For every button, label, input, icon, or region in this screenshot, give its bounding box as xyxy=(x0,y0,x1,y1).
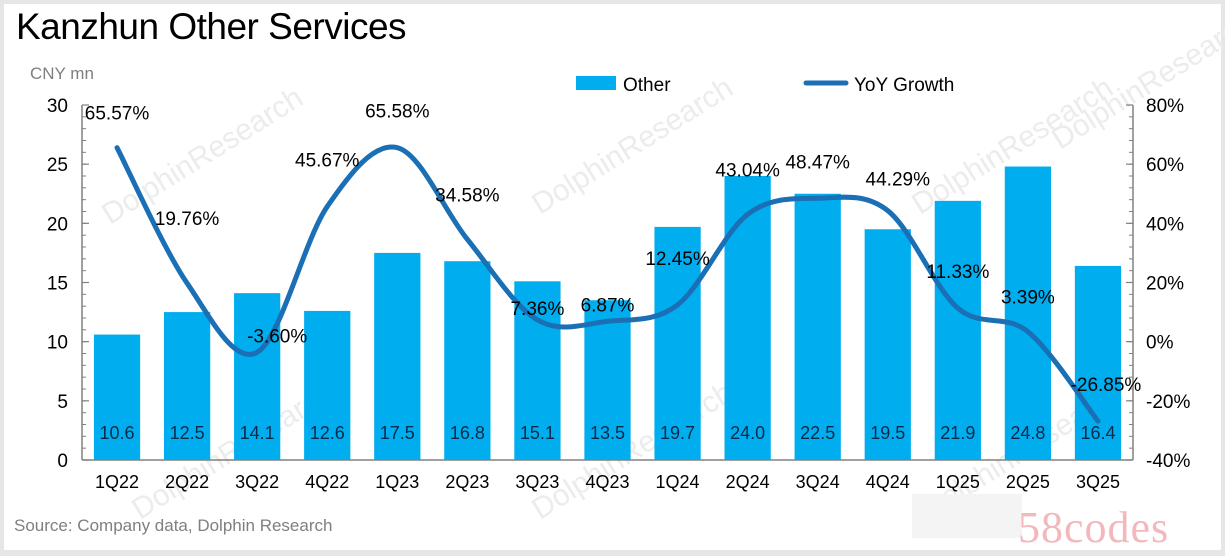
bar-labels-layer: 10.6 12.5 14.1 12.6 17.5 16.8 15.1 13.5 19.7 24.0… xyxy=(100,423,1116,443)
yoy-value-label: 19.76% xyxy=(155,209,220,230)
bar-value-label: 24.0 xyxy=(730,423,765,443)
x-tick-label: 2Q22 xyxy=(165,472,209,492)
yoy-value-label: 44.29% xyxy=(866,170,931,191)
yoy-value-label: -3.60% xyxy=(247,326,307,347)
y-tick-label: 20 xyxy=(47,214,68,235)
x-tick-label: 3Q22 xyxy=(235,472,279,492)
y-tick-label: 30 xyxy=(47,96,68,117)
bar-value-label: 10.6 xyxy=(100,423,135,443)
y2-tick-label: 80% xyxy=(1146,96,1184,117)
unit-label: CNY mn xyxy=(30,64,94,83)
yoy-value-label: 48.47% xyxy=(785,152,850,173)
x-tick-label: 2Q25 xyxy=(1006,472,1050,492)
axes-layer: 0 5 10 15 20 25 30 -40% -20% 0% 20% 40% 60% 80% 1Q22 2Q… xyxy=(47,96,1191,492)
bar-3Q24 xyxy=(794,193,841,460)
source-note: Source: Company data, Dolphin Research xyxy=(14,516,333,535)
y-tick-label: 15 xyxy=(47,274,68,295)
y2-tick-label: 20% xyxy=(1146,274,1184,295)
x-tick-label: 1Q24 xyxy=(656,472,700,492)
bar-value-label: 13.5 xyxy=(590,423,625,443)
x-tick-label: 3Q25 xyxy=(1076,472,1120,492)
x-tick-label: 3Q23 xyxy=(515,472,559,492)
bar-4Q22 xyxy=(304,310,351,460)
y2-tick-label: 40% xyxy=(1146,214,1184,235)
bar-1Q24 xyxy=(654,226,701,460)
bar-value-label: 16.4 xyxy=(1080,423,1115,443)
yoy-value-label: 11.33% xyxy=(926,262,989,283)
yoy-value-label: 12.45% xyxy=(645,249,710,270)
bar-value-label: 24.8 xyxy=(1010,423,1045,443)
yoy-value-label: 7.36% xyxy=(510,299,564,320)
yoy-value-label: 34.58% xyxy=(435,185,500,206)
yoy-growth-line xyxy=(114,144,1101,424)
x-tick-label: 1Q23 xyxy=(375,472,419,492)
bar-value-label: 15.1 xyxy=(520,423,555,443)
x-tick-label: 2Q24 xyxy=(726,472,770,492)
x-tick-label: 3Q24 xyxy=(796,472,840,492)
corner-watermark: 58codes xyxy=(1018,503,1170,552)
bar-1Q25 xyxy=(934,200,981,460)
yoy-value-label: 43.04% xyxy=(715,160,780,181)
yoy-value-label: 65.57% xyxy=(85,104,150,125)
chart-title: Kanzhun Other Services xyxy=(16,6,407,47)
watermark-text: DolphinResearch xyxy=(1046,6,1225,156)
y-tick-label: 5 xyxy=(57,392,68,413)
x-tick-label: 1Q22 xyxy=(95,472,139,492)
bar-value-label: 22.5 xyxy=(800,423,835,443)
legend: Other YoY Growth xyxy=(576,75,954,96)
bar-value-label: 16.8 xyxy=(450,423,485,443)
y2-tick-label: 0% xyxy=(1146,333,1174,354)
legend-label-yoy: YoY Growth xyxy=(854,75,954,96)
y-tick-label: 10 xyxy=(47,333,68,354)
bar-4Q24 xyxy=(864,229,911,460)
watermark-box xyxy=(912,494,1022,538)
line-layer xyxy=(114,144,1101,424)
bar-value-label: 19.5 xyxy=(870,423,905,443)
yoy-value-label: 6.87% xyxy=(581,295,635,316)
y2-tick-label: -20% xyxy=(1146,392,1190,413)
line-labels-layer: 65.57% 19.76% -3.60% 45.67% 65.58% 34.58% 7.36… xyxy=(85,102,1142,396)
bar-value-label: 19.7 xyxy=(660,423,695,443)
bar-1Q22 xyxy=(93,334,141,460)
bar-2Q22 xyxy=(163,312,211,460)
bar-3Q22 xyxy=(234,293,281,460)
bar-value-label: 14.1 xyxy=(240,423,275,443)
y2-tick-label: 60% xyxy=(1146,155,1184,176)
bar-4Q23 xyxy=(584,300,631,460)
bar-1Q23 xyxy=(374,252,421,460)
x-tick-label: 2Q23 xyxy=(445,472,489,492)
bar-value-label: 12.5 xyxy=(170,423,205,443)
x-tick-label: 4Q24 xyxy=(866,472,910,492)
y-tick-label: 25 xyxy=(47,155,68,176)
bar-value-label: 17.5 xyxy=(380,423,415,443)
bar-value-label: 21.9 xyxy=(940,423,975,443)
x-tick-label: 4Q23 xyxy=(585,472,629,492)
bar-value-label: 12.6 xyxy=(310,423,345,443)
x-tick-label: 1Q25 xyxy=(936,472,980,492)
yoy-value-label: 3.39% xyxy=(1001,288,1055,309)
yoy-value-label: 45.67% xyxy=(295,151,360,172)
y-tick-label: 0 xyxy=(57,451,68,472)
yoy-value-label: -26.85% xyxy=(1071,375,1142,396)
bar-2Q24 xyxy=(724,176,771,460)
legend-swatch-other xyxy=(576,76,616,90)
x-tick-label: 4Q22 xyxy=(305,472,349,492)
yoy-value-label: 65.58% xyxy=(365,102,430,123)
y2-tick-label: -40% xyxy=(1146,451,1190,472)
bar-3Q25 xyxy=(1074,265,1122,460)
legend-label-other: Other xyxy=(623,75,671,96)
bar-2Q23 xyxy=(444,261,491,460)
bar-2Q25 xyxy=(1004,166,1052,461)
